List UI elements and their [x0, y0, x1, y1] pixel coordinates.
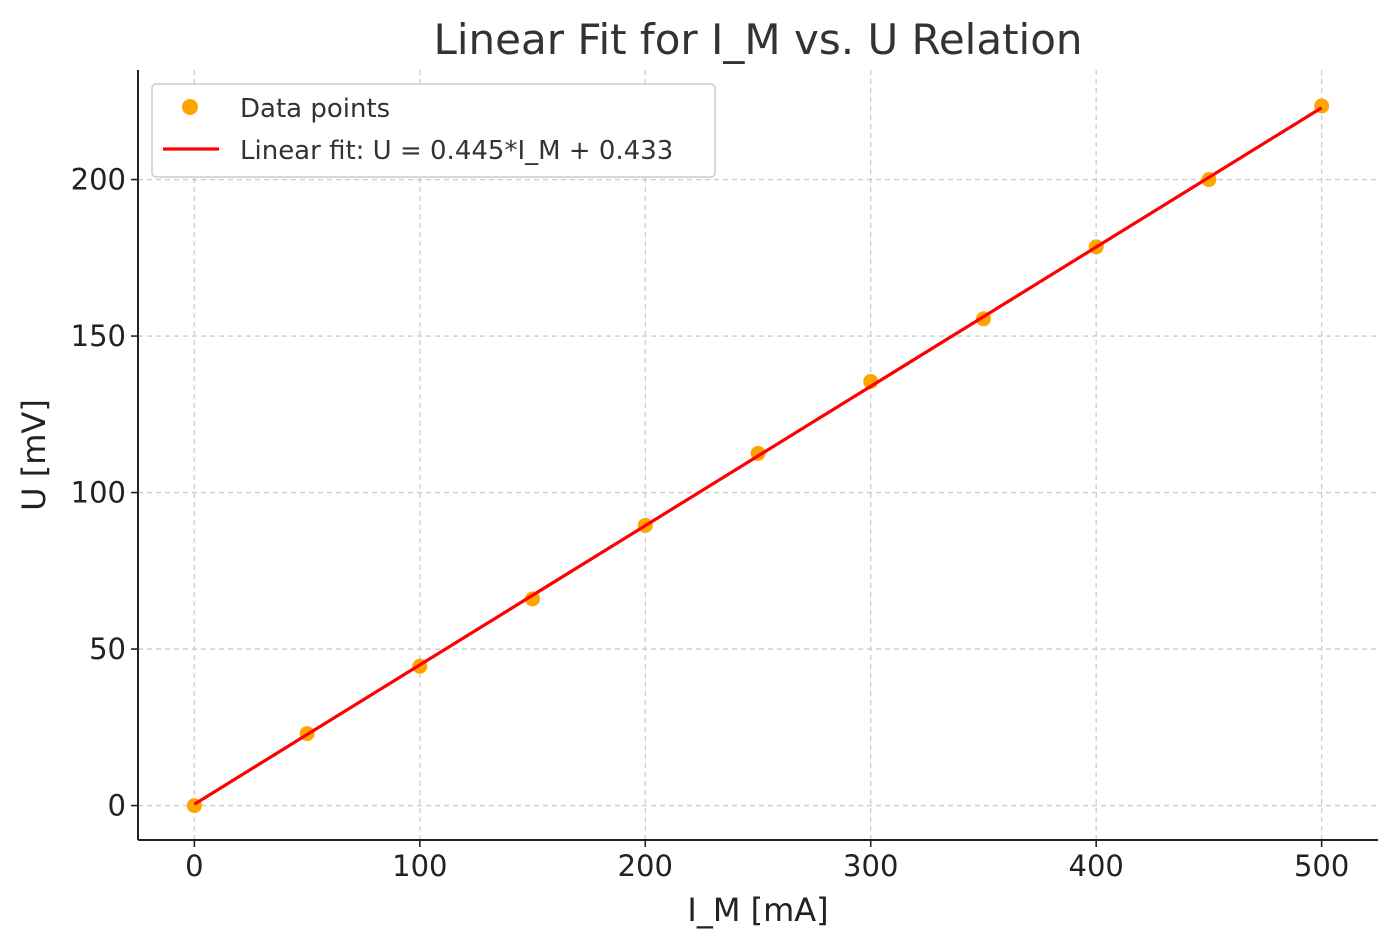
x-axis-label: I_M [mA] [687, 891, 828, 929]
x-tick-label: 300 [843, 849, 898, 883]
legend-marker-data-points [182, 99, 198, 115]
y-tick-label: 150 [71, 319, 126, 353]
y-axis-label: U [mV] [15, 399, 53, 511]
x-tick-label: 400 [1069, 849, 1124, 883]
grid-lines [138, 70, 1378, 840]
chart-title: Linear Fit for I_M vs. U Relation [433, 15, 1082, 64]
x-tick-label: 0 [185, 849, 203, 883]
y-tick-label: 100 [71, 476, 126, 510]
data-point [525, 591, 541, 607]
legend-label-data-points: Data points [240, 94, 390, 124]
fit-line-layer [193, 106, 1323, 806]
x-tick-label: 200 [618, 849, 673, 883]
x-tick-label: 100 [392, 849, 447, 883]
tick-labels: 0 100 200 300 400 500 0 50 100 150 200 [71, 163, 1350, 883]
y-tick-label: 50 [89, 632, 126, 666]
y-tick-label: 200 [71, 163, 126, 197]
x-tick-label: 500 [1294, 849, 1349, 883]
legend-label-linear-fit: Linear fit: U = 0.445*I_M + 0.433 [240, 136, 673, 166]
linear-fit-line [193, 106, 1323, 806]
y-tick-label: 0 [108, 789, 126, 823]
legend: Data points Linear fit: U = 0.445*I_M + … [151, 83, 716, 178]
legend-box [151, 83, 716, 178]
axes [131, 70, 1378, 847]
